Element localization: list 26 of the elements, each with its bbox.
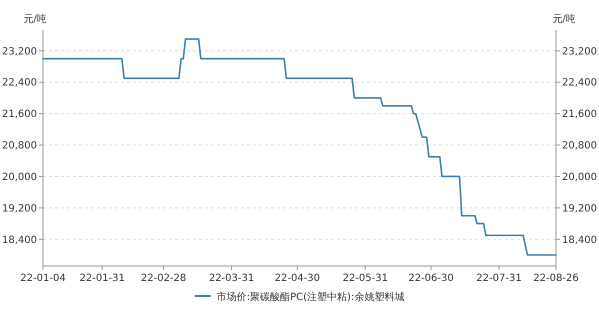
y-tick-label: 22,400: [2, 78, 37, 89]
y-tick-label: 20,800: [2, 140, 37, 152]
y-tick-label: 20,000: [2, 172, 37, 183]
x-tick-label: 22-04-30: [274, 273, 320, 284]
y2-tick-label: 21,600: [562, 109, 597, 120]
x-tick-label: 22-06-30: [408, 273, 454, 284]
y2-tick-label: 23,200: [562, 46, 597, 58]
y2-tick-label: 22,400: [562, 78, 597, 89]
x-tick-label: 22-01-04: [20, 273, 66, 284]
y-tick-label: 23,200: [2, 46, 37, 58]
x-tick-label: 22-01-31: [79, 273, 125, 284]
y-tick-label: 18,400: [2, 234, 37, 246]
y-tick-label: 21,600: [2, 109, 37, 120]
y2-tick-label: 20,800: [562, 140, 597, 152]
y-axis-title: 元/吨: [23, 13, 47, 25]
y-tick-label: 19,200: [2, 203, 37, 214]
x-tick-label: 22-05-31: [342, 273, 388, 284]
y2-axis-title: 元/吨: [552, 13, 576, 25]
y2-tick-label: 19,200: [562, 203, 597, 214]
y2-tick-label: 18,400: [562, 234, 597, 246]
legend-label: 市场价:聚碳酸酯PC(注塑中粘):余姚塑料城: [216, 291, 404, 303]
x-tick-label: 22-02-28: [140, 273, 186, 284]
x-tick-label: 22-07-31: [476, 273, 522, 284]
x-tick-label: 22-08-26: [533, 273, 579, 284]
x-tick-label: 22-03-31: [208, 273, 254, 284]
y2-tick-label: 20,000: [562, 172, 597, 183]
